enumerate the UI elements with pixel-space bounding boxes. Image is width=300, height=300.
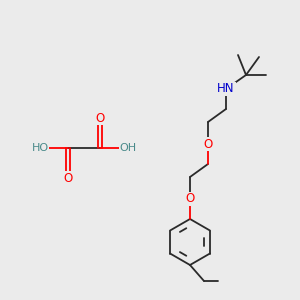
Text: OH: OH xyxy=(119,143,136,153)
Text: HO: HO xyxy=(32,143,49,153)
Text: O: O xyxy=(95,112,105,124)
Text: O: O xyxy=(63,172,73,184)
Text: O: O xyxy=(203,137,213,151)
Text: HN: HN xyxy=(217,82,235,95)
Text: O: O xyxy=(185,193,195,206)
